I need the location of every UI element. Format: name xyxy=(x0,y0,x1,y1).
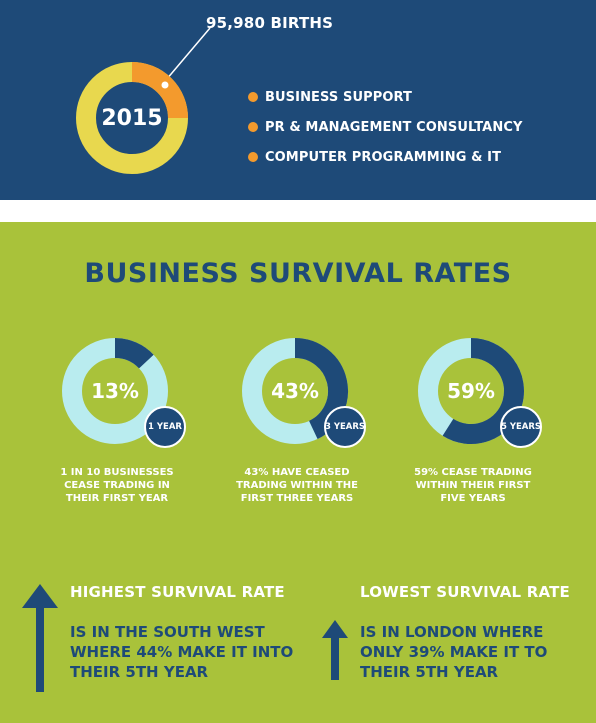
caption-line: FIVE YEARS xyxy=(440,493,506,504)
caption-line: TRADING WITHIN THE xyxy=(236,480,358,491)
body-line: IS IN LONDON WHERE xyxy=(360,623,544,641)
caption-line: CEASE TRADING IN xyxy=(64,480,170,491)
caption-line: FIRST THREE YEARS xyxy=(240,493,354,504)
legend-item: PR & MANAGEMENT CONSULTANCY xyxy=(248,112,522,142)
rate-arc xyxy=(442,338,524,444)
rate-percent: 13% xyxy=(91,379,139,403)
rate-badge: 1 YEAR xyxy=(144,406,186,448)
up-arrow-icon xyxy=(22,584,58,692)
rate-caption: 43% HAVE CEASED TRADING WITHIN THE FIRST… xyxy=(222,466,372,505)
highest-body: IS IN THE SOUTH WEST WHERE 44% MAKE IT I… xyxy=(70,622,293,682)
caption-line: 1 IN 10 BUSINESSES xyxy=(60,467,174,478)
lowest-body: IS IN LONDON WHERE ONLY 39% MAKE IT TO T… xyxy=(360,622,547,682)
rate-caption: 1 IN 10 BUSINESSES CEASE TRADING IN THEI… xyxy=(42,466,192,505)
body-line: THEIR 5TH YEAR xyxy=(360,663,499,681)
rate-percent: 43% xyxy=(271,379,319,403)
bullet-dot-icon xyxy=(248,122,258,132)
caption-line: WITHIN THEIR FIRST xyxy=(415,480,531,491)
highest-heading: HIGHEST SURVIVAL RATE xyxy=(70,583,285,601)
body-line: ONLY 39% MAKE IT TO xyxy=(360,643,548,661)
rate-percent: 59% xyxy=(447,379,495,403)
legend-label: COMPUTER PROGRAMMING & IT xyxy=(265,149,502,165)
bullet-dot-icon xyxy=(248,152,258,162)
year-label: 2015 xyxy=(101,105,163,131)
body-line: THEIR 5TH YEAR xyxy=(70,663,209,681)
year-donut-chart xyxy=(76,62,188,174)
donut-marker-dot xyxy=(161,81,169,89)
legend-label: PR & MANAGEMENT CONSULTANCY xyxy=(265,119,523,135)
legend-item: BUSINESS SUPPORT xyxy=(248,82,522,112)
rate-badge: 5 YEARS xyxy=(500,406,542,448)
rate-ring xyxy=(62,338,168,444)
rate-donut-3-years: 43% 3 YEARS xyxy=(230,336,380,496)
births-count: 95,980 BIRTHS xyxy=(206,14,334,32)
rate-donut-1-year: 13% 1 YEAR xyxy=(50,336,200,496)
rate-ring xyxy=(418,338,524,444)
lowest-heading: LOWEST SURVIVAL RATE xyxy=(360,583,571,601)
body-line: WHERE 44% MAKE IT INTO xyxy=(70,643,294,661)
births-callout-line xyxy=(165,27,211,81)
caption-line: 43% HAVE CEASED xyxy=(244,467,350,478)
rate-badge: 3 YEARS xyxy=(324,406,366,448)
section-title: BUSINESS SURVIVAL RATES xyxy=(84,258,512,289)
up-arrow-icon xyxy=(322,620,348,680)
rate-arc xyxy=(114,338,154,369)
bullet-dot-icon xyxy=(248,92,258,102)
legend-item: COMPUTER PROGRAMMING & IT xyxy=(248,142,522,172)
caption-line: 59% CEASE TRADING xyxy=(414,467,532,478)
survival-panel xyxy=(0,222,596,723)
body-line: IS IN THE SOUTH WEST xyxy=(70,623,265,641)
divider xyxy=(0,200,596,222)
rate-caption: 59% CEASE TRADING WITHIN THEIR FIRST FIV… xyxy=(398,466,548,505)
rate-donut-5-years: 59% 5 YEARS xyxy=(406,336,556,496)
caption-line: THEIR FIRST YEAR xyxy=(65,493,169,504)
sector-legend: BUSINESS SUPPORT PR & MANAGEMENT CONSULT… xyxy=(248,82,522,172)
legend-label: BUSINESS SUPPORT xyxy=(265,89,413,105)
